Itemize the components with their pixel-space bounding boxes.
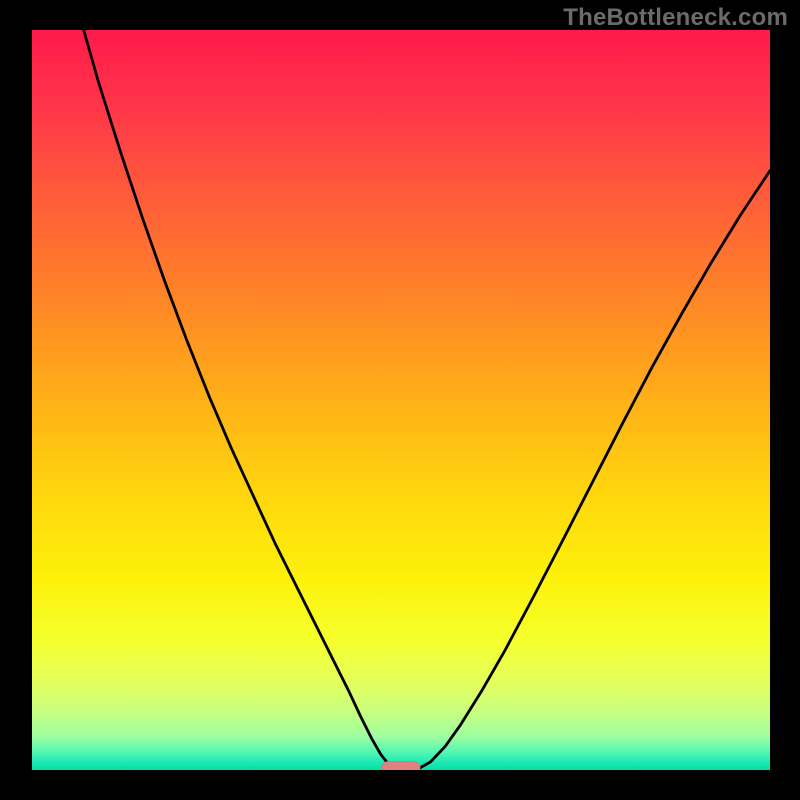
watermark-text: TheBottleneck.com xyxy=(563,4,788,32)
gradient-background xyxy=(32,30,770,770)
bottleneck-chart xyxy=(0,0,800,800)
